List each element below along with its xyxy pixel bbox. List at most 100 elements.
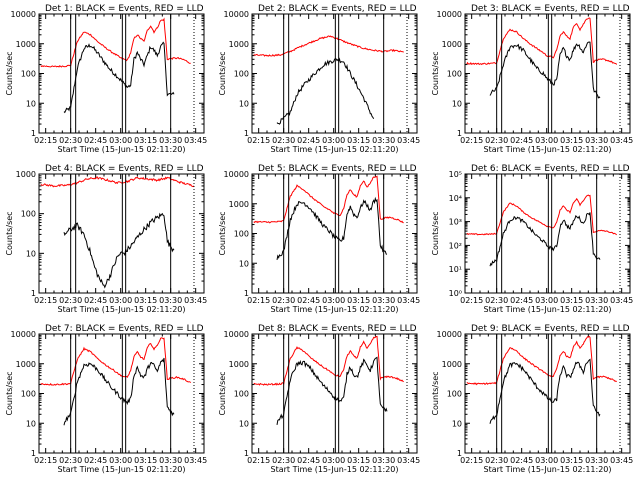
x-tick-label: 02:15 — [460, 136, 483, 145]
y-tick-label: 10000 — [224, 10, 249, 19]
y-tick-label: 100 — [234, 70, 249, 79]
x-tick-label: 03:45 — [397, 456, 420, 465]
x-tick-label: 02:30 — [59, 296, 82, 305]
x-tick-label: 03:00 — [535, 456, 558, 465]
panel-det-9: Det 9: BLACK = Events, RED = LLD 1 10 100 10… — [431, 324, 633, 474]
y-tick-label: 1000 — [442, 40, 462, 49]
y-axis-label: Counts/sec — [218, 371, 227, 415]
x-tick-label: 02:30 — [59, 136, 82, 145]
y-tick-label: 1000 — [229, 360, 249, 369]
x-tick-label: 02:30 — [272, 296, 295, 305]
y-tick-label: 10 — [26, 419, 36, 428]
events-series-line — [276, 57, 375, 125]
y-tick-label: 10³ — [449, 218, 462, 227]
x-axis-label: Start Time (15-Jun-15 02:11:20) — [271, 305, 399, 314]
x-tick-label: 02:15 — [247, 296, 270, 305]
x-tick-label: 02:45 — [297, 456, 320, 465]
y-tick-label: 1 — [31, 449, 36, 458]
lld-series-line — [40, 337, 192, 386]
x-tick-label: 02:15 — [460, 296, 483, 305]
x-tick-label: 03:30 — [372, 456, 395, 465]
x-axis-label: Start Time (15-Jun-15 02:11:20) — [58, 145, 186, 154]
panel-title: Det 1: BLACK = Events, RED = LLD — [45, 4, 204, 14]
x-tick-label: 02:30 — [59, 456, 82, 465]
x-tick-label: 03:00 — [322, 136, 345, 145]
panel-title: Det 9: BLACK = Events, RED = LLD — [471, 324, 630, 334]
y-axis-label: Counts/sec — [431, 211, 440, 255]
y-tick-label: 10000 — [11, 10, 36, 19]
plot-frame — [38, 13, 205, 134]
y-tick-label: 100 — [447, 70, 462, 79]
x-axis-label: Start Time (15-Jun-15 02:11:20) — [484, 465, 612, 474]
lld-series-line — [466, 194, 618, 236]
x-tick-label: 03:30 — [159, 296, 182, 305]
x-tick-label: 03:00 — [109, 136, 132, 145]
x-tick-label: 03:15 — [347, 296, 370, 305]
panel-title: Det 4: BLACK = Events, RED = LLD — [45, 164, 204, 174]
events-series-line — [489, 358, 601, 424]
x-tick-label: 02:15 — [34, 456, 57, 465]
x-tick-label: 02:15 — [247, 456, 270, 465]
plot-frame — [38, 333, 205, 454]
x-tick-label: 02:15 — [34, 136, 57, 145]
x-tick-label: 03:45 — [397, 136, 420, 145]
y-tick-label: 10⁴ — [449, 194, 462, 203]
x-tick-label: 03:15 — [134, 456, 157, 465]
y-tick-label: 1000 — [442, 360, 462, 369]
lld-series-line — [40, 17, 191, 68]
y-tick-label: 1 — [244, 289, 249, 298]
x-tick-label: 02:45 — [510, 136, 533, 145]
x-tick-label: 03:45 — [397, 296, 420, 305]
panel-title: Det 2: BLACK = Events, RED = LLD — [258, 4, 417, 14]
y-tick-label: 1000 — [229, 40, 249, 49]
y-tick-label: 10 — [452, 99, 462, 108]
panel-det-7: Det 7: BLACK = Events, RED = LLD 1 10 100 10… — [5, 324, 207, 474]
x-tick-label: 03:45 — [184, 136, 207, 145]
y-tick-label: 100 — [21, 210, 36, 219]
x-tick-label: 03:00 — [535, 136, 558, 145]
x-tick-label: 03:30 — [372, 296, 395, 305]
x-tick-label: 02:30 — [485, 136, 508, 145]
y-tick-label: 10 — [239, 259, 249, 268]
y-tick-label: 1 — [457, 449, 462, 458]
plot-frame — [464, 13, 631, 134]
x-tick-label: 03:15 — [560, 136, 583, 145]
panel-title: Det 8: BLACK = Events, RED = LLD — [258, 324, 417, 334]
y-tick-label: 10 — [26, 249, 36, 258]
events-series-line — [276, 356, 388, 425]
x-tick-label: 03:15 — [347, 456, 370, 465]
lld-series-line — [253, 175, 404, 224]
y-axis-label: Counts/sec — [431, 371, 440, 415]
x-tick-label: 03:45 — [610, 456, 633, 465]
y-axis-label: Counts/sec — [431, 51, 440, 95]
panel-det-3: Det 3: BLACK = Events, RED = LLD 1 10 100 10… — [431, 4, 633, 154]
events-series-line — [489, 212, 601, 267]
y-tick-label: 10¹ — [449, 265, 462, 274]
y-tick-label: 100 — [234, 390, 249, 399]
x-tick-label: 03:30 — [159, 456, 182, 465]
lld-series-line — [466, 335, 617, 386]
plot-frame — [251, 13, 418, 134]
x-tick-label: 03:15 — [134, 136, 157, 145]
y-tick-label: 10 — [239, 419, 249, 428]
y-tick-label: 100 — [21, 70, 36, 79]
y-tick-label: 10⁰ — [449, 289, 462, 298]
panel-title: Det 3: BLACK = Events, RED = LLD — [471, 4, 630, 14]
events-series-line — [276, 196, 388, 260]
x-tick-label: 02:30 — [272, 136, 295, 145]
panel-det-8: Det 8: BLACK = Events, RED = LLD 1 10 100 10… — [218, 324, 420, 474]
y-tick-label: 100 — [21, 390, 36, 399]
y-axis-label: Counts/sec — [218, 51, 227, 95]
lld-series-line — [253, 335, 404, 386]
x-tick-label: 03:45 — [610, 136, 633, 145]
y-tick-label: 10² — [449, 241, 462, 250]
y-tick-label: 10000 — [224, 330, 249, 339]
y-tick-label: 10000 — [437, 330, 462, 339]
x-tick-label: 02:30 — [485, 456, 508, 465]
x-tick-label: 03:45 — [184, 456, 207, 465]
x-tick-label: 03:45 — [184, 296, 207, 305]
x-tick-label: 02:15 — [34, 296, 57, 305]
plot-frame — [464, 333, 631, 454]
events-series-line — [63, 357, 175, 426]
